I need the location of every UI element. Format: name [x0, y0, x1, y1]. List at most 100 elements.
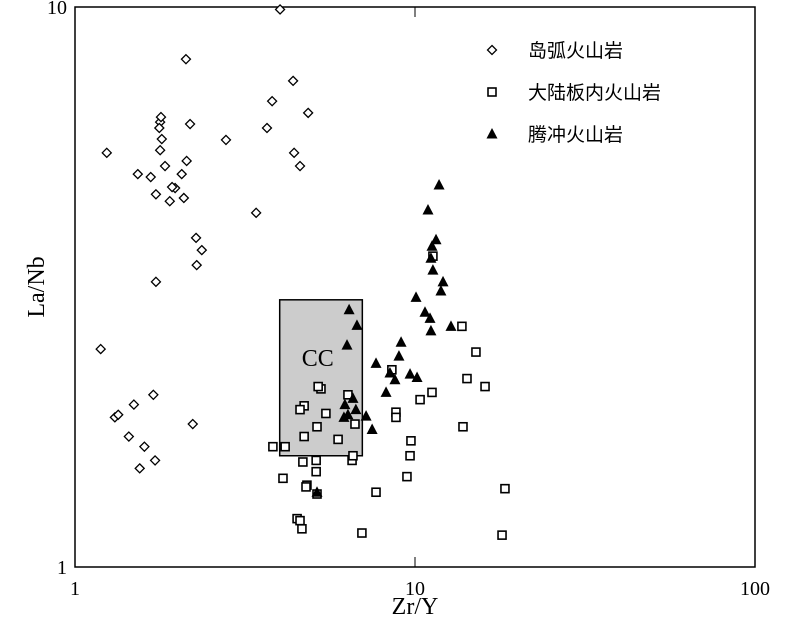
point: [471, 347, 481, 357]
point: [406, 436, 416, 446]
point: [280, 441, 290, 452]
point: [458, 421, 468, 432]
point: [351, 319, 363, 330]
point: [435, 285, 447, 296]
point: [350, 419, 360, 429]
point: [462, 373, 472, 384]
point: [425, 252, 437, 263]
x-tick-label: 100: [740, 578, 770, 600]
point: [427, 264, 439, 275]
point: [395, 336, 407, 347]
point: [295, 404, 305, 415]
x-tick-label: 10: [405, 578, 425, 600]
point: [196, 244, 208, 256]
point: [123, 431, 135, 442]
legend-label: 岛弧火山岩: [528, 40, 623, 62]
point: [145, 171, 157, 183]
y-tick-label: 10: [47, 0, 67, 19]
point: [164, 195, 176, 207]
point: [155, 111, 167, 123]
point: [380, 386, 392, 397]
point: [341, 339, 353, 350]
point: [220, 134, 232, 146]
point: [497, 530, 507, 540]
point: [128, 399, 140, 410]
point: [134, 462, 146, 474]
point: [410, 291, 422, 302]
point: [357, 528, 367, 538]
point: [343, 303, 355, 315]
y-axis-label: La/Nb: [24, 256, 50, 317]
point: [261, 122, 273, 134]
region-label: CC: [302, 346, 334, 372]
point: [391, 412, 401, 423]
point: [150, 276, 162, 288]
point: [430, 233, 442, 245]
point: [250, 207, 262, 219]
point: [366, 423, 378, 435]
point: [411, 371, 423, 382]
point: [147, 389, 159, 401]
legend-marker: [486, 128, 498, 139]
point: [278, 473, 288, 484]
point: [339, 398, 351, 410]
point: [166, 181, 178, 193]
point: [311, 455, 321, 466]
legend-marker: [487, 87, 497, 97]
point: [427, 387, 437, 398]
point: [191, 259, 203, 271]
point: [181, 155, 193, 167]
point: [419, 306, 431, 317]
point: [404, 368, 416, 379]
point: [457, 321, 467, 332]
point: [426, 240, 438, 251]
point: [298, 457, 308, 467]
point: [190, 232, 202, 244]
point: [393, 350, 405, 361]
point: [480, 381, 490, 392]
region: [278, 299, 364, 457]
point: [95, 343, 107, 355]
y-tick-label: 1: [57, 557, 67, 579]
point: [154, 144, 166, 156]
point: [112, 409, 124, 421]
point: [500, 483, 510, 494]
point: [295, 515, 305, 526]
x-axis-label: Zr/Y: [392, 594, 439, 620]
point: [301, 482, 311, 492]
legend-marker: [486, 44, 498, 56]
point: [132, 168, 144, 180]
point: [156, 133, 168, 145]
point: [415, 394, 425, 405]
point: [311, 466, 321, 477]
point: [348, 450, 358, 461]
legend-label: 大陆板内火山岩: [528, 82, 661, 104]
point: [294, 160, 306, 172]
point: [445, 320, 457, 331]
point: [153, 122, 165, 134]
point: [302, 107, 314, 119]
point: [138, 441, 150, 453]
point: [405, 450, 415, 461]
point: [268, 441, 278, 452]
point: [425, 324, 437, 336]
point: [422, 204, 434, 215]
point: [311, 486, 323, 497]
point: [433, 178, 445, 190]
point: [313, 381, 323, 392]
point: [437, 275, 449, 287]
point: [347, 392, 359, 403]
point: [297, 524, 307, 534]
legend-label: 腾冲火山岩: [528, 124, 623, 146]
point: [159, 160, 171, 172]
point: [371, 487, 381, 498]
x-tick-label: 1: [70, 578, 80, 600]
point: [266, 95, 278, 107]
point: [184, 118, 196, 130]
point: [402, 471, 412, 482]
point: [389, 373, 401, 385]
point: [187, 418, 199, 430]
point: [288, 147, 300, 159]
point: [180, 53, 192, 65]
